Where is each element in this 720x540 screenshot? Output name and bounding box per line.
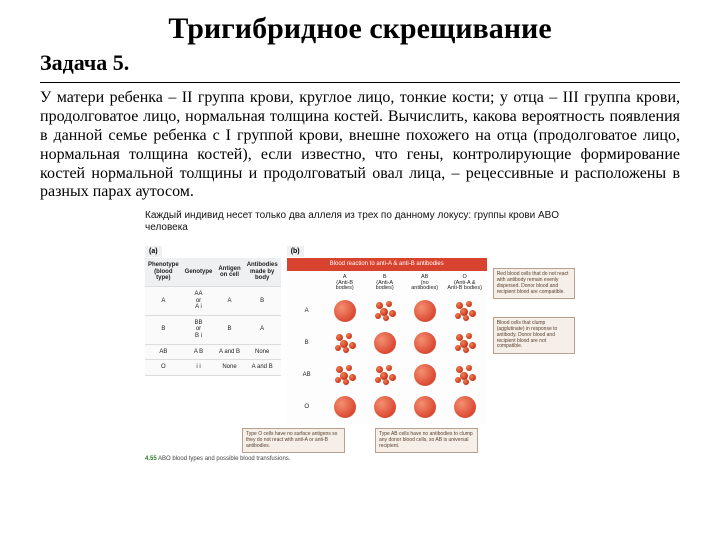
blood-col-header: A(Anti-Bbodies) xyxy=(325,273,365,294)
blood-cell-smooth xyxy=(405,392,445,422)
table-cell: A and B xyxy=(215,344,243,360)
table-cell: None xyxy=(244,344,281,360)
table-cell: B xyxy=(244,287,281,316)
blood-type-figure: Каждый индивид несет только два аллеля и… xyxy=(145,210,575,462)
blood-cell-smooth xyxy=(365,392,405,422)
table-row: Oi iNoneA and B xyxy=(145,360,281,376)
blood-col-header: B(Anti-Abodies) xyxy=(365,273,405,294)
blood-reaction-grid: A(Anti-Bbodies)B(Anti-Abodies)AB(noantib… xyxy=(287,271,487,424)
table-header: Antibodiesmade bybody xyxy=(244,258,281,286)
table-cell: O xyxy=(145,360,182,376)
table-cell: A xyxy=(145,287,182,316)
figure-credit: 4.55 ABO blood types and possible blood … xyxy=(145,456,575,462)
blood-cell-clump xyxy=(445,296,485,326)
note-type-ab: Type AB cells have no antibodies to clum… xyxy=(375,428,478,453)
note-type-o: Type O cells have no surface antigens so… xyxy=(242,428,345,453)
blood-cell-smooth xyxy=(325,392,365,422)
table-cell: AB xyxy=(145,344,182,360)
problem-number: Задача 5. xyxy=(40,50,680,76)
table-cell: B xyxy=(215,315,243,344)
blood-grid-header: Blood reaction to anti-A & anti-B antibo… xyxy=(287,258,487,271)
blood-row-header: AB xyxy=(289,372,325,378)
table-header: Genotype xyxy=(182,258,216,286)
panel-b-label: (b) xyxy=(287,246,304,257)
note-compatible: Red blood cells that do not react with a… xyxy=(493,268,575,299)
side-notes: Red blood cells that do not react with a… xyxy=(493,240,575,354)
blood-cell-smooth xyxy=(405,328,445,358)
table-row: ABA BA and BNone xyxy=(145,344,281,360)
table-header: Antigenon cell xyxy=(215,258,243,286)
bottom-notes: Type O cells have no surface antigens so… xyxy=(145,428,575,453)
panel-b: (b) Blood reaction to anti-A & anti-B an… xyxy=(287,240,487,424)
note-incompatible: Blood cells that clump (agglutinate) in … xyxy=(493,317,575,354)
blood-cell-smooth xyxy=(445,392,485,422)
blood-cell-smooth xyxy=(365,328,405,358)
table-header: Phenotype(blood type) xyxy=(145,258,182,286)
blood-cell-clump xyxy=(325,360,365,390)
problem-text: У матери ребенка – II группа крови, круг… xyxy=(40,89,680,202)
blood-cell-clump xyxy=(365,360,405,390)
blood-col-header: O(Anti-A &Anti-B bodies) xyxy=(445,273,485,294)
blood-cell-clump xyxy=(445,360,485,390)
table-cell: AAorA i xyxy=(182,287,216,316)
divider xyxy=(40,82,680,83)
genotype-table: Phenotype(blood type)GenotypeAntigenon c… xyxy=(145,258,281,376)
table-cell: BBorB i xyxy=(182,315,216,344)
blood-row-header: O xyxy=(289,404,325,410)
blood-col-header: AB(noantibodies) xyxy=(405,273,445,294)
panel-a: (a) Phenotype(blood type)GenotypeAntigen… xyxy=(145,240,281,376)
blood-cell-clump xyxy=(325,328,365,358)
table-cell: A B xyxy=(182,344,216,360)
page-title: Тригибридное скрещивание xyxy=(40,12,680,46)
figure-caption: Каждый индивид несет только два аллеля и… xyxy=(145,210,575,234)
blood-cell-clump xyxy=(365,296,405,326)
blood-cell-clump xyxy=(445,328,485,358)
panel-a-label: (a) xyxy=(145,246,162,257)
table-cell: A xyxy=(244,315,281,344)
blood-cell-smooth xyxy=(325,296,365,326)
blood-cell-smooth xyxy=(405,296,445,326)
table-cell: A xyxy=(215,287,243,316)
table-cell: B xyxy=(145,315,182,344)
table-row: AAAorA iAB xyxy=(145,287,281,316)
blood-cell-smooth xyxy=(405,360,445,390)
figure-credit-text: ABO blood types and possible blood trans… xyxy=(158,456,290,462)
figure-number: 4.55 xyxy=(145,456,157,462)
blood-row-header: B xyxy=(289,340,325,346)
table-row: BBBorB iBA xyxy=(145,315,281,344)
table-cell: i i xyxy=(182,360,216,376)
blood-row-header: A xyxy=(289,308,325,314)
table-cell: A and B xyxy=(244,360,281,376)
table-cell: None xyxy=(215,360,243,376)
